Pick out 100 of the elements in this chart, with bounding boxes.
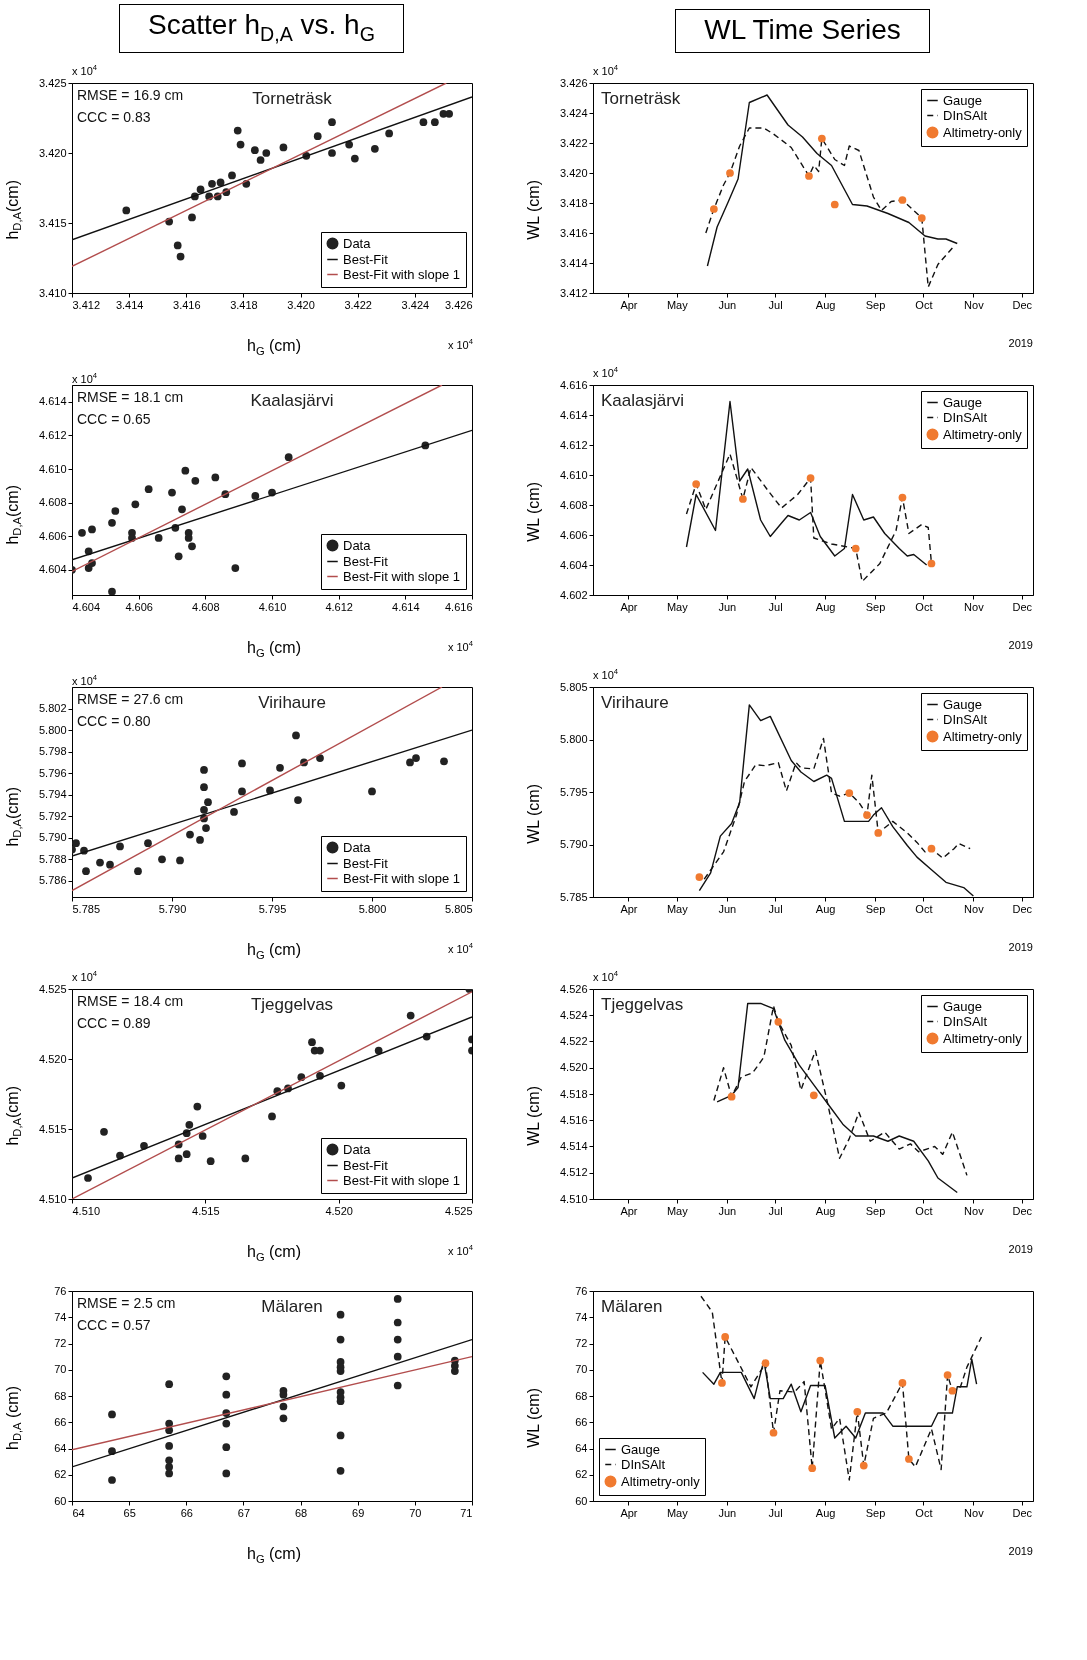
x-tick-label: Sep bbox=[865, 1204, 886, 1217]
x-tick-label: Dec bbox=[1012, 298, 1033, 311]
x-tick-label: 64 bbox=[72, 1506, 85, 1519]
y-tick-label: 4.614 bbox=[38, 394, 67, 407]
text: x 10$^{4}$ bbox=[592, 967, 620, 983]
point bbox=[761, 1358, 770, 1367]
legend-label: Altimetry-only bbox=[621, 1473, 701, 1489]
x-tick-label: May bbox=[666, 298, 689, 311]
x-tick-label: Apr bbox=[620, 1204, 638, 1217]
y-tick-label: 4.512 bbox=[559, 1165, 588, 1178]
x-tick-label: 4.515 bbox=[192, 1204, 220, 1217]
y-tick-label: 4.602 bbox=[559, 588, 588, 601]
y-tick-label: 5.796 bbox=[38, 766, 67, 779]
x-tick-label: 3.414 bbox=[115, 298, 144, 311]
point bbox=[853, 1407, 862, 1416]
chart-subtitle: Mälaren bbox=[261, 1296, 323, 1316]
y-tick-label: 3.420 bbox=[559, 166, 588, 179]
point bbox=[710, 204, 718, 213]
x-tick-label: Sep bbox=[865, 1506, 886, 1519]
x-tick-label: May bbox=[666, 600, 689, 613]
x-tick-label: 4.612 bbox=[325, 600, 353, 613]
legend-label: Best-Fit bbox=[343, 251, 389, 267]
y-tick-label: 4.524 bbox=[559, 1008, 588, 1021]
x-tick-label: Apr bbox=[620, 902, 638, 915]
y-tick-label: 4.604 bbox=[38, 562, 67, 575]
y-tick-label: 3.412 bbox=[559, 286, 588, 299]
y-tick-label: 62 bbox=[575, 1467, 588, 1480]
x-tick-label: 4.520 bbox=[325, 1204, 353, 1217]
x-tick-label: 71 bbox=[460, 1506, 473, 1519]
point bbox=[898, 1378, 907, 1387]
y-tick-label: 4.608 bbox=[559, 498, 588, 511]
y-tick-label: 3.425 bbox=[38, 76, 67, 89]
x-tick-label: Apr bbox=[620, 1506, 638, 1519]
legend-label: Data bbox=[343, 839, 372, 855]
legend-label: Best-Fit with slope 1 bbox=[343, 568, 461, 584]
x-tick-label: 65 bbox=[123, 1506, 136, 1519]
chart-subtitle: Mälaren bbox=[601, 1296, 663, 1316]
point bbox=[727, 1092, 736, 1101]
annotation: RMSE = 2.5 cm bbox=[77, 1294, 176, 1311]
x-tick-label: Oct bbox=[915, 1506, 933, 1519]
point bbox=[863, 810, 871, 819]
x-axis-title: h$_{G}$ (cm) bbox=[246, 1242, 302, 1263]
y-tick-label: 3.418 bbox=[559, 196, 588, 209]
legend-label: Best-Fit with slope 1 bbox=[343, 266, 461, 282]
x-tick-label: May bbox=[666, 1506, 689, 1519]
legend-label: DInSAlt bbox=[943, 409, 988, 425]
y-tick-label: 4.514 bbox=[559, 1139, 588, 1152]
y-tick-label: 3.414 bbox=[559, 256, 588, 269]
x-tick-label: 3.422 bbox=[344, 298, 372, 311]
point bbox=[721, 1332, 730, 1341]
y-tick-label: 4.606 bbox=[559, 528, 588, 541]
x-tick-label: 3.426 bbox=[444, 298, 473, 311]
point bbox=[927, 559, 936, 567]
y-tick-label: 3.410 bbox=[38, 286, 67, 299]
x-tick-label: Aug bbox=[815, 902, 836, 915]
point bbox=[774, 1017, 783, 1026]
x-tick-label: Aug bbox=[815, 600, 836, 613]
x-tick-label: Apr bbox=[620, 600, 638, 613]
annotation: CCC = 0.80 bbox=[77, 712, 151, 729]
x-tick-label: May bbox=[666, 902, 689, 915]
text: 2019 bbox=[1008, 336, 1033, 349]
y-tick-label: 5.790 bbox=[38, 830, 67, 843]
chart-subtitle: Torneträsk bbox=[252, 88, 333, 108]
y-tick-label: 4.616 bbox=[559, 378, 588, 391]
text: x 10$^{4}$ bbox=[592, 665, 620, 681]
x-tick-label: Sep bbox=[865, 600, 886, 613]
y-tick-label: 5.785 bbox=[559, 890, 588, 903]
y-tick-label: 4.510 bbox=[559, 1192, 588, 1205]
y-tick-label: 60 bbox=[54, 1494, 67, 1507]
y-tick-label: 4.510 bbox=[38, 1192, 67, 1205]
x-tick-label: Dec bbox=[1012, 902, 1033, 915]
x-tick-label: Aug bbox=[815, 1506, 836, 1519]
x-tick-label: Jun bbox=[718, 600, 737, 613]
y-tick-label: 72 bbox=[54, 1336, 67, 1349]
point bbox=[845, 788, 854, 797]
text: 2019 bbox=[1008, 638, 1033, 651]
y-tick-label: 66 bbox=[575, 1415, 588, 1428]
legend-label: Gauge bbox=[943, 394, 983, 410]
legend-label: Best-Fit with slope 1 bbox=[343, 1172, 461, 1188]
x-tick-label: Oct bbox=[915, 600, 933, 613]
x-tick-label: Oct bbox=[915, 902, 933, 915]
y-tick-label: 4.610 bbox=[38, 462, 67, 475]
y-tick-label: 4.522 bbox=[559, 1034, 588, 1047]
point bbox=[726, 168, 734, 177]
y-tick-label: 3.426 bbox=[559, 76, 588, 89]
y-tick-label: 3.424 bbox=[559, 106, 588, 119]
legend-label: DInSAlt bbox=[943, 107, 988, 123]
y-tick-label: 5.790 bbox=[559, 837, 588, 850]
text: x 10$^{4}$ bbox=[447, 638, 473, 653]
y-tick-label: 4.610 bbox=[559, 468, 588, 481]
chart-subtitle: Virihaure bbox=[601, 692, 669, 712]
legend-label: Data bbox=[343, 235, 372, 251]
chart-subtitle: Kaalasjärvi bbox=[250, 390, 334, 410]
text: 2019 bbox=[1008, 1544, 1033, 1557]
x-axis-title: h$_{G}$ (cm) bbox=[246, 336, 302, 357]
point bbox=[718, 1378, 726, 1387]
chart-subtitle: Torneträsk bbox=[601, 88, 681, 108]
x-tick-label: May bbox=[666, 1204, 689, 1217]
x-tick-label: Dec bbox=[1012, 600, 1033, 613]
text: x 10$^{4}$ bbox=[447, 1242, 473, 1257]
